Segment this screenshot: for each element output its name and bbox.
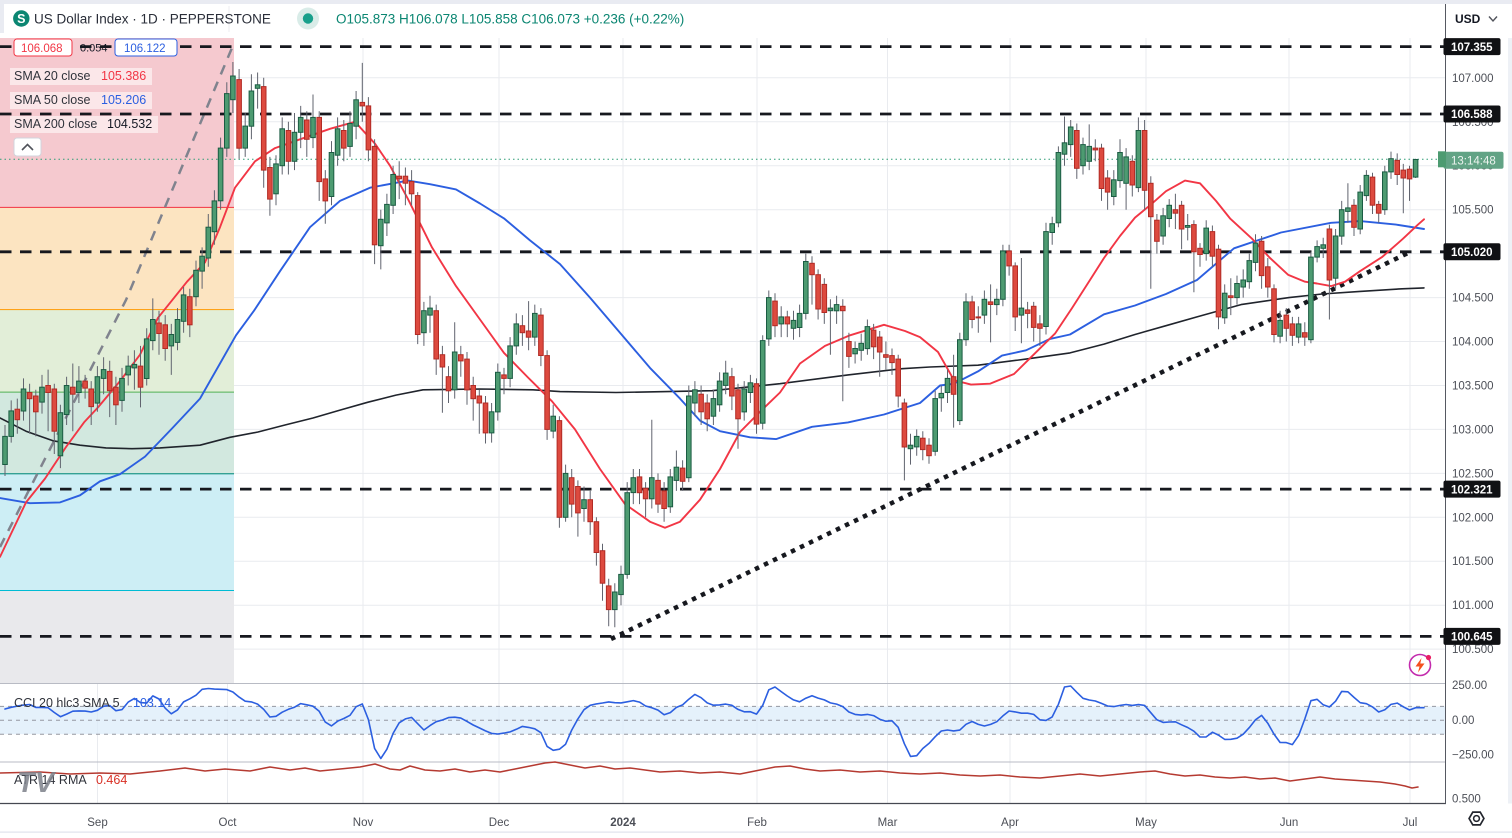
svg-text:May: May [1135,817,1157,829]
svg-text:Mar: Mar [878,817,898,829]
svg-text:0.00: 0.00 [1452,715,1474,727]
svg-text:CCI 20 hlc3 SMA 5: CCI 20 hlc3 SMA 5 [14,696,120,710]
svg-text:SMA 20 close: SMA 20 close [14,69,90,83]
svg-text:100.500: 100.500 [1452,644,1494,656]
svg-text:Feb: Feb [747,817,767,829]
svg-text:US Dollar Index · 1D · PEPPERS: US Dollar Index · 1D · PEPPERSTONE [34,12,271,27]
svg-text:0.500: 0.500 [1452,793,1481,805]
svg-text:100.645: 100.645 [1451,632,1493,644]
svg-text:103.14: 103.14 [133,696,171,710]
svg-text:Nov: Nov [353,817,374,829]
svg-text:Sep: Sep [87,817,107,829]
svg-text:Jun: Jun [1280,817,1299,829]
svg-text:103.000: 103.000 [1452,424,1494,436]
svg-text:SMA 200 close: SMA 200 close [14,117,97,131]
svg-text:S: S [17,12,25,26]
svg-text:105.206: 105.206 [101,93,146,107]
svg-text:104.500: 104.500 [1452,293,1494,305]
svg-text:0.054: 0.054 [80,43,108,55]
svg-text:105.386: 105.386 [101,69,146,83]
svg-text:101.000: 101.000 [1452,600,1494,612]
svg-text:Jul: Jul [1403,817,1418,829]
svg-text:104.532: 104.532 [107,117,152,131]
svg-text:SMA 50 close: SMA 50 close [14,93,90,107]
svg-text:106.068: 106.068 [21,43,63,55]
svg-text:ATR 14 RMA: ATR 14 RMA [14,773,87,787]
svg-text:105.020: 105.020 [1451,247,1493,259]
svg-text:102.321: 102.321 [1451,484,1493,496]
svg-text:106.122: 106.122 [124,43,166,55]
svg-text:Apr: Apr [1001,817,1019,829]
svg-text:104.000: 104.000 [1452,337,1494,349]
svg-text:TV: TV [17,767,57,799]
svg-text:2024: 2024 [610,817,636,829]
svg-text:13:14:48: 13:14:48 [1451,155,1496,167]
svg-text:103.500: 103.500 [1452,381,1494,393]
svg-text:102.500: 102.500 [1452,468,1494,480]
svg-text:107.000: 107.000 [1452,73,1494,85]
svg-text:USD: USD [1455,12,1481,26]
svg-text:106.588: 106.588 [1451,109,1493,121]
svg-text:O105.873 H106.078 L105.858 C10: O105.873 H106.078 L105.858 C106.073 +0.2… [336,12,684,27]
svg-text:Oct: Oct [219,817,238,829]
svg-text:107.355: 107.355 [1451,42,1493,54]
svg-text:0.464: 0.464 [96,773,127,787]
svg-text:Dec: Dec [489,817,510,829]
svg-text:101.500: 101.500 [1452,556,1494,568]
svg-text:−250.00: −250.00 [1452,750,1494,762]
svg-text:250.00: 250.00 [1452,680,1487,692]
svg-text:102.000: 102.000 [1452,512,1494,524]
svg-text:105.500: 105.500 [1452,205,1494,217]
